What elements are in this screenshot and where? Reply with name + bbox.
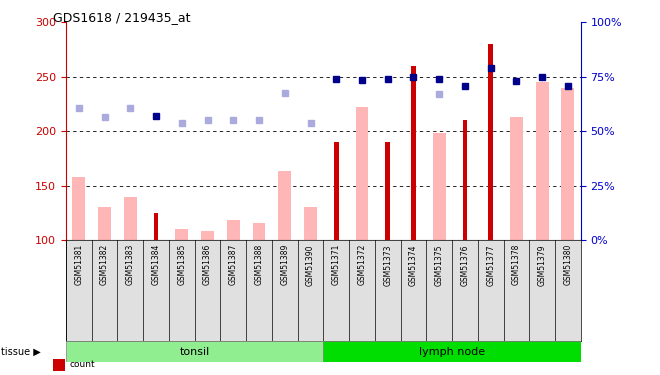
Bar bbox=[488, 44, 493, 240]
Bar bbox=[279, 171, 291, 240]
Bar bbox=[334, 142, 339, 240]
Bar bbox=[66, 341, 323, 362]
Text: GSM51387: GSM51387 bbox=[229, 244, 238, 285]
Text: tonsil: tonsil bbox=[180, 346, 210, 357]
Text: GSM51383: GSM51383 bbox=[126, 244, 135, 285]
Bar bbox=[356, 107, 368, 240]
Text: GSM51372: GSM51372 bbox=[358, 244, 366, 285]
Bar bbox=[304, 207, 317, 240]
Bar bbox=[562, 88, 574, 240]
Text: GSM51371: GSM51371 bbox=[332, 244, 341, 285]
Bar bbox=[73, 177, 85, 240]
Bar bbox=[411, 66, 416, 240]
Text: GSM51388: GSM51388 bbox=[255, 244, 263, 285]
Text: GSM51380: GSM51380 bbox=[564, 244, 572, 285]
Text: GSM51390: GSM51390 bbox=[306, 244, 315, 285]
Bar bbox=[124, 196, 137, 240]
Text: GSM51389: GSM51389 bbox=[280, 244, 289, 285]
Text: GSM51385: GSM51385 bbox=[178, 244, 186, 285]
Text: count: count bbox=[69, 360, 95, 369]
Bar bbox=[385, 142, 390, 240]
Text: GSM51382: GSM51382 bbox=[100, 244, 109, 285]
Text: tissue ▶: tissue ▶ bbox=[1, 346, 41, 357]
Text: GSM51376: GSM51376 bbox=[461, 244, 469, 285]
Text: GSM51378: GSM51378 bbox=[512, 244, 521, 285]
Bar bbox=[536, 82, 548, 240]
Bar bbox=[227, 220, 240, 240]
Bar bbox=[201, 231, 214, 240]
Bar bbox=[176, 229, 188, 240]
Text: GSM51386: GSM51386 bbox=[203, 244, 212, 285]
Text: GSM51373: GSM51373 bbox=[383, 244, 392, 285]
Bar bbox=[323, 341, 581, 362]
Text: GSM51377: GSM51377 bbox=[486, 244, 495, 285]
Bar bbox=[510, 117, 523, 240]
Text: GSM51379: GSM51379 bbox=[538, 244, 546, 285]
Text: GSM51381: GSM51381 bbox=[75, 244, 83, 285]
Text: lymph node: lymph node bbox=[419, 346, 485, 357]
Bar bbox=[433, 134, 446, 240]
Bar bbox=[98, 207, 111, 240]
Bar bbox=[253, 223, 265, 240]
Text: GDS1618 / 219435_at: GDS1618 / 219435_at bbox=[53, 11, 190, 24]
Text: GSM51375: GSM51375 bbox=[435, 244, 444, 285]
Bar bbox=[154, 213, 158, 240]
Text: GSM51374: GSM51374 bbox=[409, 244, 418, 285]
Text: GSM51384: GSM51384 bbox=[152, 244, 160, 285]
Bar bbox=[463, 120, 467, 240]
